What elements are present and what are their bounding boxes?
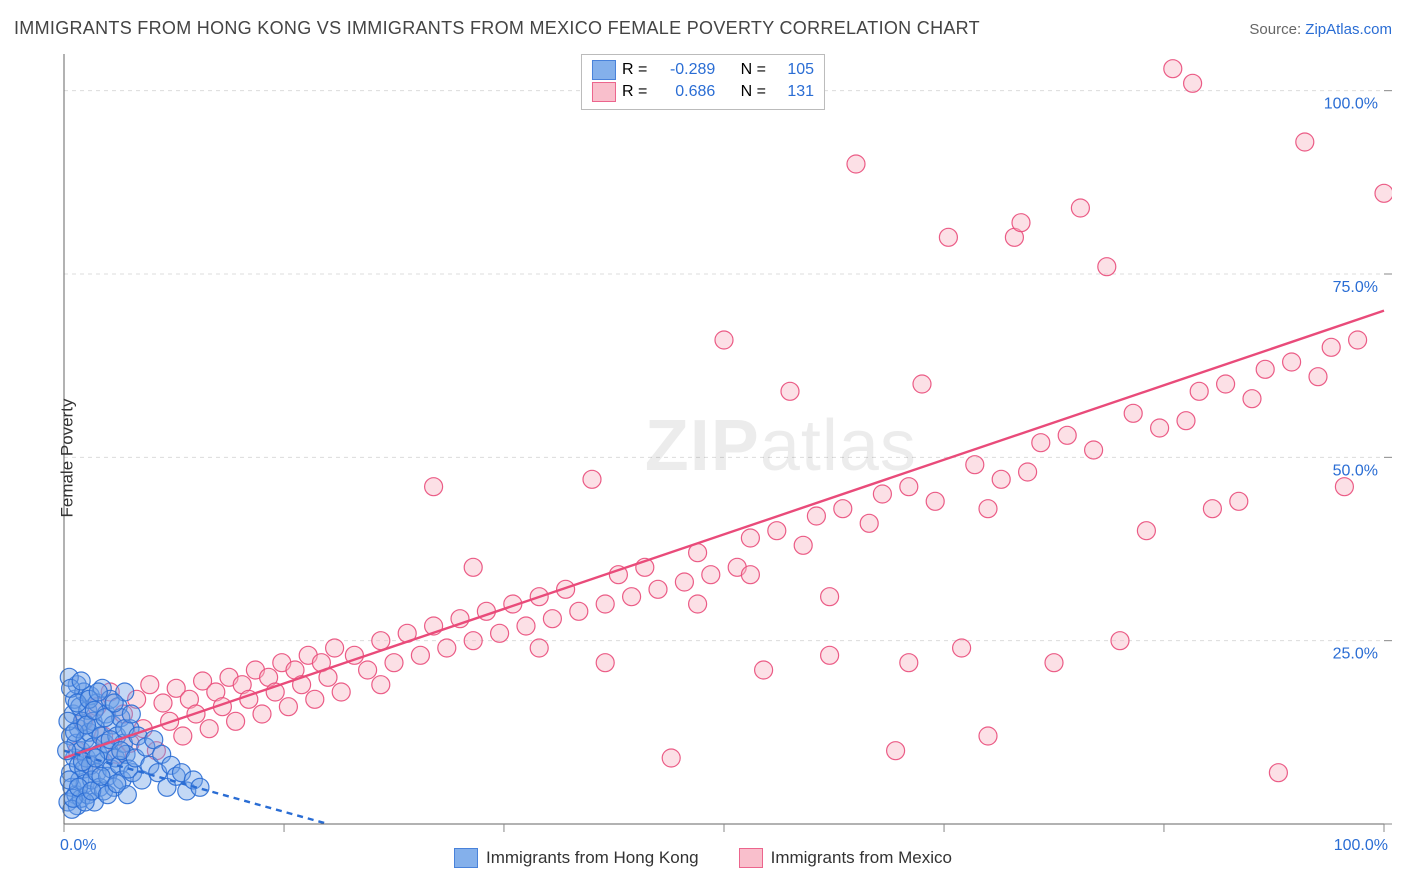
legend-r-mx: 0.686 [653, 81, 715, 103]
source-link[interactable]: ZipAtlas.com [1305, 21, 1392, 38]
legend-label-hk: Immigrants from Hong Kong [486, 848, 699, 868]
chart-title: IMMIGRANTS FROM HONG KONG VS IMMIGRANTS … [14, 18, 980, 39]
chart-container: Female Poverty ZIPatlas0.0%100.0%25.0%50… [14, 48, 1392, 868]
svg-text:ZIPatlas: ZIPatlas [645, 406, 917, 486]
legend-r-label: R = [622, 81, 647, 103]
source-prefix: Source: [1249, 21, 1305, 38]
legend-swatch-mx [592, 82, 616, 102]
legend-n-label: N = [741, 59, 766, 81]
legend-n-label: N = [741, 81, 766, 103]
legend-n-hk: 105 [772, 59, 814, 81]
svg-text:100.0%: 100.0% [1324, 96, 1378, 113]
scatter-chart: ZIPatlas0.0%100.0%25.0%50.0%75.0%100.0% [14, 48, 1392, 868]
svg-text:50.0%: 50.0% [1333, 462, 1378, 479]
legend-n-mx: 131 [772, 81, 814, 103]
correlation-legend: R = -0.289 N = 105 R = 0.686 N = 131 [581, 54, 825, 110]
series-legend: Immigrants from Hong Kong Immigrants fro… [14, 848, 1392, 868]
svg-text:25.0%: 25.0% [1333, 646, 1378, 663]
legend-swatch-mx-icon [739, 848, 763, 868]
legend-r-hk: -0.289 [653, 59, 715, 81]
source-attribution: Source: ZipAtlas.com [1249, 21, 1392, 38]
legend-row-hk: R = -0.289 N = 105 [592, 59, 814, 81]
legend-row-mx: R = 0.686 N = 131 [592, 81, 814, 103]
legend-item-mx: Immigrants from Mexico [739, 848, 952, 868]
legend-swatch-hk [592, 60, 616, 80]
legend-item-hk: Immigrants from Hong Kong [454, 848, 699, 868]
legend-r-label: R = [622, 59, 647, 81]
y-axis-label: Female Poverty [58, 398, 78, 517]
legend-label-mx: Immigrants from Mexico [771, 848, 952, 868]
svg-text:75.0%: 75.0% [1333, 279, 1378, 296]
legend-swatch-hk-icon [454, 848, 478, 868]
title-row: IMMIGRANTS FROM HONG KONG VS IMMIGRANTS … [14, 18, 1392, 39]
